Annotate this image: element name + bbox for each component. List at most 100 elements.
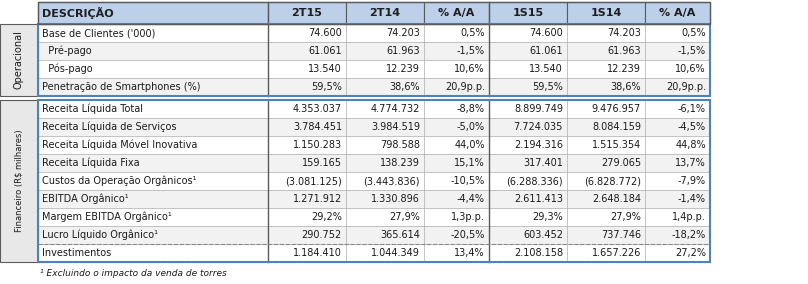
Text: 10,6%: 10,6% (675, 64, 706, 74)
Text: 13,4%: 13,4% (454, 248, 485, 258)
Text: Receita Líquida Móvel Inovativa: Receita Líquida Móvel Inovativa (42, 140, 197, 150)
Text: -7,9%: -7,9% (678, 176, 706, 186)
Text: -1,5%: -1,5% (678, 46, 706, 56)
Text: 61.061: 61.061 (309, 46, 342, 56)
Text: 9.476.957: 9.476.957 (591, 104, 641, 114)
Text: % A/A: % A/A (438, 8, 474, 18)
Bar (567, 42, 645, 60)
Text: 8.084.159: 8.084.159 (592, 122, 641, 132)
Text: 44,8%: 44,8% (675, 140, 706, 150)
Bar (268, 42, 346, 60)
Bar (268, 24, 346, 42)
Bar (489, 60, 567, 78)
Text: 27,9%: 27,9% (389, 212, 420, 222)
Text: EBITDA Orgânico¹: EBITDA Orgânico¹ (42, 194, 128, 204)
Text: 0,5%: 0,5% (461, 28, 485, 38)
Text: -6,1%: -6,1% (678, 104, 706, 114)
Text: 1.657.226: 1.657.226 (591, 248, 641, 258)
Bar (346, 244, 424, 262)
Text: 74.600: 74.600 (308, 28, 342, 38)
Text: 29,3%: 29,3% (532, 212, 563, 222)
Bar (489, 136, 567, 154)
Bar (268, 136, 346, 154)
Text: 1.044.349: 1.044.349 (371, 248, 420, 258)
Bar (489, 100, 567, 118)
Text: Pós-pago: Pós-pago (42, 64, 93, 74)
Bar (268, 154, 346, 172)
Bar (268, 190, 346, 208)
Text: Financeiro (R$ milhares): Financeiro (R$ milhares) (15, 130, 23, 232)
Bar (38, 100, 710, 262)
Bar (424, 78, 489, 96)
Text: 10,6%: 10,6% (454, 64, 485, 74)
Bar (645, 226, 710, 244)
Text: 290.752: 290.752 (301, 230, 342, 240)
Text: 38,6%: 38,6% (389, 82, 420, 92)
Bar (567, 60, 645, 78)
Text: 138.239: 138.239 (380, 158, 420, 168)
Bar (268, 100, 346, 118)
Text: 798.588: 798.588 (380, 140, 420, 150)
Bar (567, 244, 645, 262)
Bar (268, 208, 346, 226)
Text: -1,4%: -1,4% (678, 194, 706, 204)
Bar (645, 172, 710, 190)
Bar (38, 190, 268, 208)
Text: 20,9p.p.: 20,9p.p. (666, 82, 706, 92)
Text: 317.401: 317.401 (523, 158, 563, 168)
Bar (645, 244, 710, 262)
Bar (424, 172, 489, 190)
Bar (268, 60, 346, 78)
Bar (38, 2, 268, 24)
Text: -18,2%: -18,2% (671, 230, 706, 240)
Text: 2.108.158: 2.108.158 (514, 248, 563, 258)
Bar (346, 24, 424, 42)
Text: 4.353.037: 4.353.037 (292, 104, 342, 114)
Bar (346, 226, 424, 244)
Bar (424, 118, 489, 136)
Text: 0,5%: 0,5% (681, 28, 706, 38)
Bar (489, 118, 567, 136)
Text: 2.194.316: 2.194.316 (514, 140, 563, 150)
Text: 74.600: 74.600 (529, 28, 563, 38)
Bar (38, 118, 268, 136)
Text: 4.774.732: 4.774.732 (371, 104, 420, 114)
Bar (424, 136, 489, 154)
Bar (346, 2, 424, 24)
Bar (489, 42, 567, 60)
Text: Receita Líquida de Serviços: Receita Líquida de Serviços (42, 122, 176, 132)
Bar (645, 154, 710, 172)
Bar (38, 100, 268, 118)
Text: 59,5%: 59,5% (311, 82, 342, 92)
Bar (567, 2, 645, 24)
Text: 279.065: 279.065 (601, 158, 641, 168)
Bar (567, 208, 645, 226)
Bar (645, 136, 710, 154)
Bar (346, 78, 424, 96)
Bar (424, 154, 489, 172)
Text: 15,1%: 15,1% (454, 158, 485, 168)
Bar (645, 208, 710, 226)
Bar (38, 136, 268, 154)
Bar (645, 42, 710, 60)
Bar (567, 190, 645, 208)
Bar (489, 190, 567, 208)
Text: 61.963: 61.963 (608, 46, 641, 56)
Text: (6.828.772): (6.828.772) (584, 176, 641, 186)
Text: -1,5%: -1,5% (457, 46, 485, 56)
Text: 159.165: 159.165 (302, 158, 342, 168)
Bar (38, 60, 268, 78)
Text: 27,2%: 27,2% (675, 248, 706, 258)
Text: (3.081.125): (3.081.125) (285, 176, 342, 186)
Bar (346, 118, 424, 136)
Bar (645, 100, 710, 118)
Bar (424, 42, 489, 60)
Bar (567, 100, 645, 118)
Text: 1S14: 1S14 (591, 8, 621, 18)
Text: 2T14: 2T14 (369, 8, 401, 18)
Bar (424, 244, 489, 262)
Bar (489, 208, 567, 226)
Text: 1.184.410: 1.184.410 (293, 248, 342, 258)
Text: 737.746: 737.746 (601, 230, 641, 240)
Text: (6.288.336): (6.288.336) (507, 176, 563, 186)
